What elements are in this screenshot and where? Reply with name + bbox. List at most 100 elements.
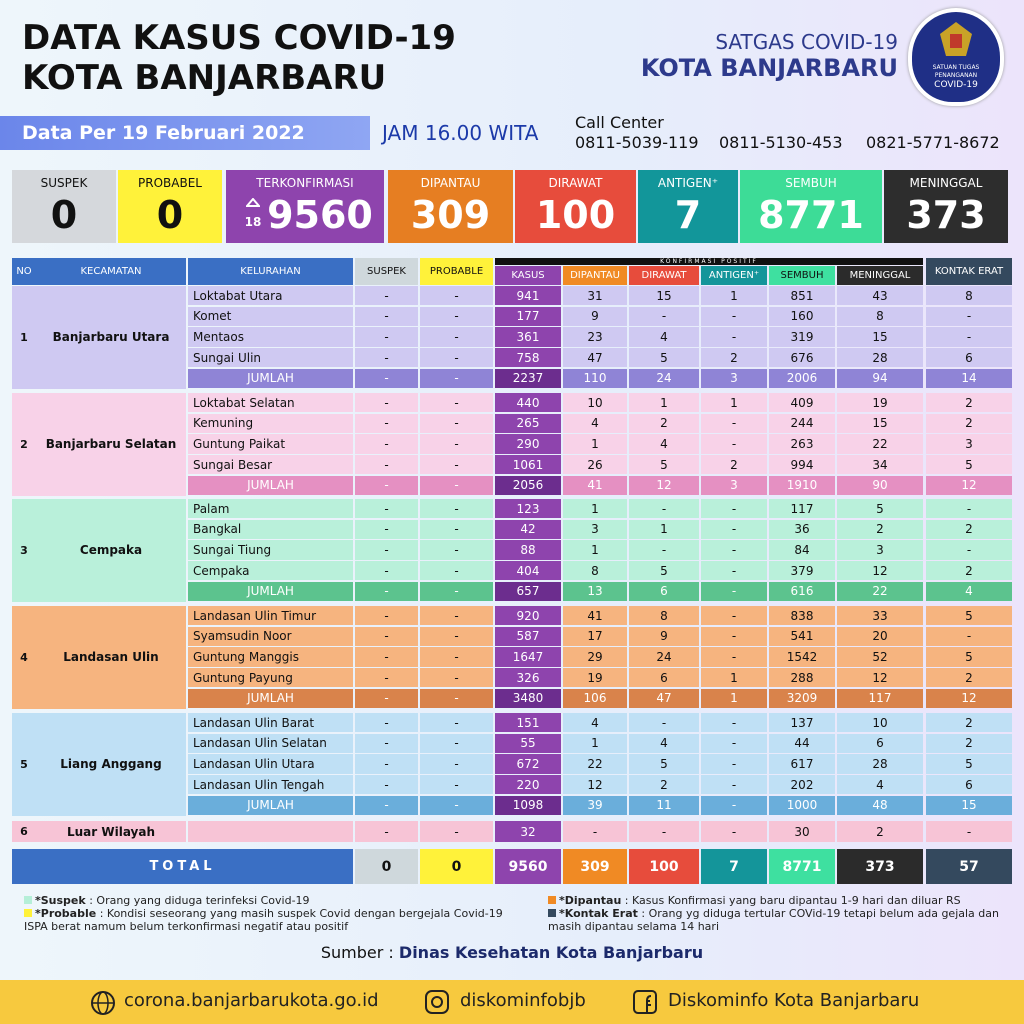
cell: 52	[837, 647, 923, 667]
cell: 2	[926, 519, 1012, 539]
cell: -	[355, 647, 418, 667]
cell: -	[701, 306, 767, 326]
summary-box	[118, 170, 222, 243]
cell: -	[420, 775, 493, 795]
jumlah-cell: 1098	[495, 795, 561, 815]
summary-value: 100	[535, 193, 616, 237]
jumlah-cell: -	[355, 581, 418, 601]
cell: -	[420, 713, 493, 733]
cell: 440	[495, 393, 561, 413]
cell: 3	[837, 540, 923, 560]
cell: -	[355, 455, 418, 475]
summary-label: SEMBUH	[785, 176, 837, 190]
jumlah-cell: 1000	[769, 795, 835, 815]
cell: 920	[495, 606, 561, 626]
cell: 28	[837, 754, 923, 774]
jumlah-cell: JUMLAH	[188, 475, 353, 495]
cell: 10	[837, 713, 923, 733]
cell: 1	[563, 499, 627, 519]
cell: 202	[769, 775, 835, 795]
logo-text: SATUAN TUGAS PENANGANAN COVID-19	[912, 64, 1000, 91]
cell: 5	[629, 455, 699, 475]
cell: 43	[837, 286, 923, 306]
cell: 4	[563, 413, 627, 433]
cell: Guntung Paikat	[188, 434, 353, 454]
cell: Kemuning	[188, 413, 353, 433]
column-header: KELURAHAN	[188, 258, 353, 285]
cell: 6	[629, 668, 699, 688]
cell: 32	[495, 821, 561, 842]
jumlah-cell: -	[355, 688, 418, 708]
summary-value: 9560	[267, 193, 373, 237]
cell: -	[355, 393, 418, 413]
source-label: Sumber :	[320, 943, 394, 962]
cell: 22	[837, 434, 923, 454]
cell: Landasan Ulin Utara	[188, 754, 353, 774]
jumlah-cell: 117	[837, 688, 923, 708]
cell: 24	[629, 647, 699, 667]
summary-label: DIPANTAU	[420, 176, 481, 190]
cell: -	[420, 327, 493, 347]
cell: 5	[926, 606, 1012, 626]
jumlah-cell: -	[420, 581, 493, 601]
cell: -	[701, 327, 767, 347]
jumlah-cell: JUMLAH	[188, 368, 353, 388]
group-no: 2	[12, 393, 36, 496]
cell: 994	[769, 455, 835, 475]
jumlah-cell: JUMLAH	[188, 688, 353, 708]
total-cell: 309	[563, 849, 627, 884]
notes-left: *Suspek : Orang yang diduga terinfeksi C…	[24, 894, 524, 933]
jumlah-cell: -	[420, 368, 493, 388]
cell: 160	[769, 306, 835, 326]
cell: -	[701, 733, 767, 753]
cell: -	[629, 306, 699, 326]
cell: 4	[563, 713, 627, 733]
cell: -	[355, 306, 418, 326]
cell: -	[355, 821, 418, 842]
cell: Landasan Ulin Barat	[188, 713, 353, 733]
cell: 23	[563, 327, 627, 347]
cell: -	[701, 519, 767, 539]
cell: 3	[926, 434, 1012, 454]
summary-box	[12, 170, 116, 243]
cell: -	[701, 434, 767, 454]
cell: 8	[629, 606, 699, 626]
cell: -	[420, 434, 493, 454]
cell: 5	[926, 647, 1012, 667]
jumlah-cell: -	[701, 581, 767, 601]
phone: 0811-5130-453	[719, 133, 843, 152]
total-cell: 100	[629, 849, 699, 884]
cell: -	[701, 606, 767, 626]
jumlah-cell: 657	[495, 581, 561, 601]
cell: 1	[629, 393, 699, 413]
total-label: TOTAL	[12, 849, 353, 884]
jumlah-cell: 13	[563, 581, 627, 601]
cell: 361	[495, 327, 561, 347]
note-term: *Dipantau	[559, 894, 622, 907]
cell: 1	[563, 540, 627, 560]
cell: 6	[926, 348, 1012, 368]
cell: 2	[701, 455, 767, 475]
summary-box	[515, 170, 636, 243]
jumlah-cell: 1910	[769, 475, 835, 495]
cell: 672	[495, 754, 561, 774]
org: SATGAS COVID-19 KOTA BANJARBARU	[641, 30, 898, 82]
summary-label: SUSPEK	[40, 176, 88, 190]
note-term: *Probable	[35, 907, 97, 920]
note-term: *Suspek	[35, 894, 86, 907]
cell: -	[701, 754, 767, 774]
cell: 319	[769, 327, 835, 347]
cell: 12	[563, 775, 627, 795]
summary-arrow	[246, 198, 260, 212]
note-text: : Kasus Konfirmasi yang baru dipantau 1-…	[624, 894, 961, 907]
total-cell: 7	[701, 849, 767, 884]
cell: 29	[563, 647, 627, 667]
cell: -	[629, 713, 699, 733]
cell: 2	[701, 348, 767, 368]
cell: 290	[495, 434, 561, 454]
cell: 9	[563, 306, 627, 326]
jumlah-cell: -	[355, 795, 418, 815]
jumlah-cell: -	[701, 795, 767, 815]
cell: 5	[926, 754, 1012, 774]
cell: 6	[837, 733, 923, 753]
